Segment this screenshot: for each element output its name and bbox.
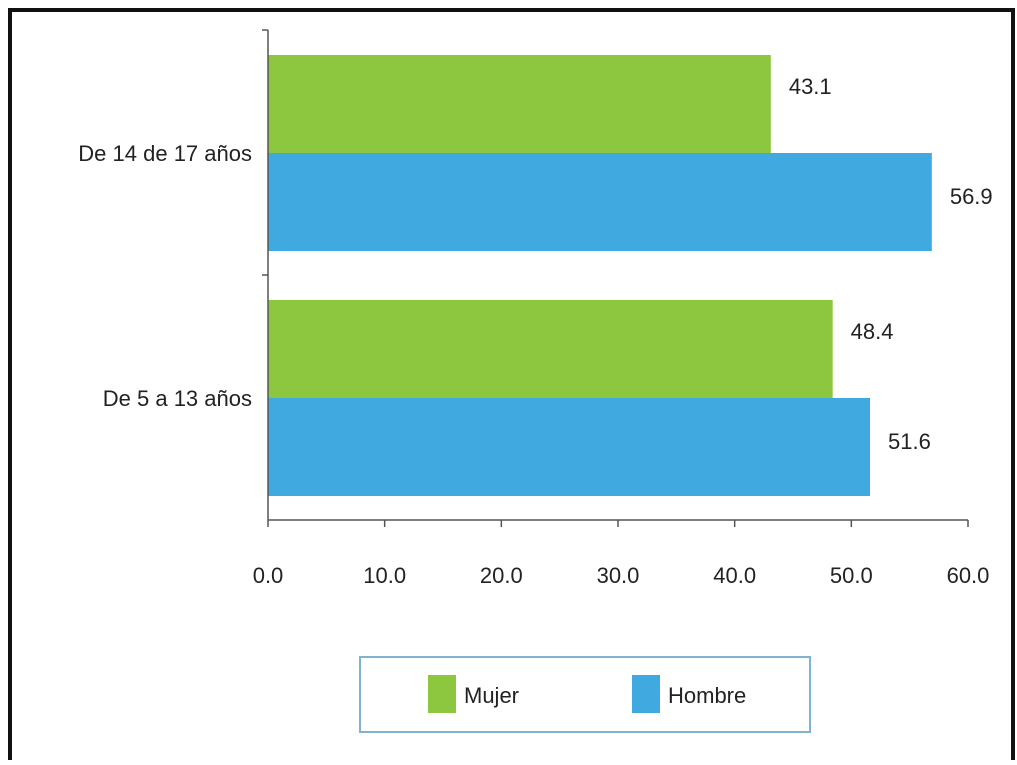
bars-group bbox=[268, 55, 932, 496]
value-labels-group: 43.1 56.9 48.4 51.6 bbox=[789, 74, 993, 454]
x-tick-label-0: 0.0 bbox=[253, 563, 284, 588]
x-ticks-group: 0.0 10.0 20.0 30.0 40.0 50.0 60.0 bbox=[253, 520, 990, 588]
value-label-mujer-1: 48.4 bbox=[851, 319, 894, 344]
bar-mujer-0 bbox=[268, 55, 771, 153]
x-tick-label-5: 50.0 bbox=[830, 563, 873, 588]
legend: Mujer Hombre bbox=[359, 656, 811, 733]
category-label-0: De 14 de 17 años bbox=[78, 141, 252, 166]
bar-hombre-1 bbox=[268, 398, 870, 496]
legend-swatch-hombre bbox=[632, 675, 660, 713]
bar-mujer-1 bbox=[268, 300, 833, 398]
category-labels-group: De 14 de 17 años De 5 a 13 años bbox=[78, 141, 252, 411]
legend-swatch-mujer bbox=[428, 675, 456, 713]
x-tick-label-1: 10.0 bbox=[363, 563, 406, 588]
legend-label-mujer: Mujer bbox=[464, 683, 519, 708]
x-tick-label-6: 60.0 bbox=[947, 563, 990, 588]
value-label-hombre-1: 51.6 bbox=[888, 429, 931, 454]
value-label-hombre-0: 56.9 bbox=[950, 184, 993, 209]
x-tick-label-3: 30.0 bbox=[597, 563, 640, 588]
x-tick-label-4: 40.0 bbox=[713, 563, 756, 588]
category-label-1: De 5 a 13 años bbox=[103, 386, 252, 411]
value-label-mujer-0: 43.1 bbox=[789, 74, 832, 99]
y-ticks-group bbox=[262, 29, 268, 276]
bar-hombre-0 bbox=[268, 153, 932, 251]
legend-label-hombre: Hombre bbox=[668, 683, 746, 708]
x-tick-label-2: 20.0 bbox=[480, 563, 523, 588]
